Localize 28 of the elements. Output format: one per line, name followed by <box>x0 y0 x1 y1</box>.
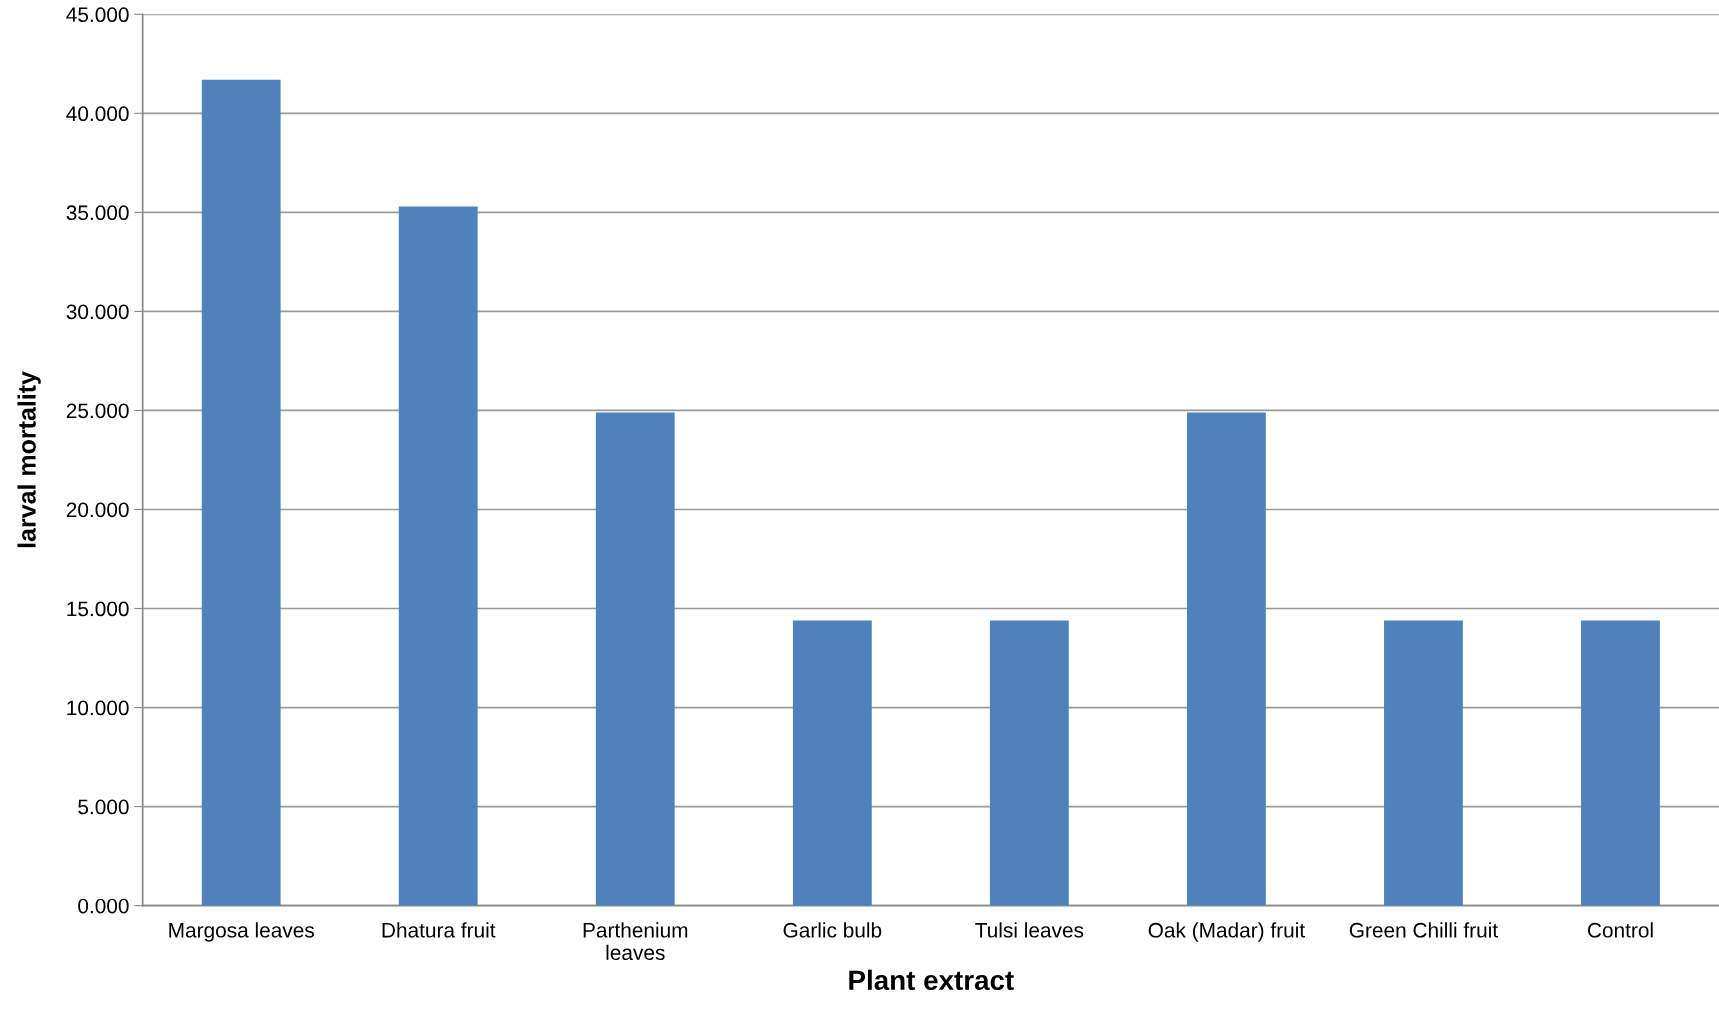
y-tick-label: 40.000 <box>66 106 129 122</box>
x-tick-label: Garlic bulb <box>783 922 882 938</box>
bar <box>595 412 675 906</box>
bar <box>398 206 478 906</box>
y-axis-title: larval mortality <box>17 371 41 548</box>
bar <box>1384 620 1463 906</box>
y-tick-label: 20.000 <box>66 502 129 518</box>
y-tick-label: 15.000 <box>67 601 129 617</box>
x-tick-label: Oak (Madar) fruit <box>1148 922 1305 942</box>
bar <box>989 620 1069 906</box>
y-tick-label: 0.000 <box>78 898 129 914</box>
x-tick-label: Dhatura fruit <box>382 922 496 938</box>
bar <box>201 79 281 906</box>
x-axis-title: Plant extract <box>849 969 1014 991</box>
x-tick-label: Margosa leaves <box>169 922 314 942</box>
y-tick-label: 10.000 <box>67 700 129 716</box>
y-tick-label: 45.000 <box>66 7 129 23</box>
x-tick-label: Tulsi leaves <box>975 922 1084 938</box>
bar <box>1186 412 1266 906</box>
y-tick-label: 25.000 <box>66 403 129 419</box>
y-tick-label: 35.000 <box>66 205 129 221</box>
bar <box>792 620 872 906</box>
bar <box>1581 620 1660 906</box>
x-tick-label: Parthenium leaves <box>583 922 688 961</box>
y-tick-label: 30.000 <box>66 304 129 320</box>
x-tick-label: Green Chilli fruit <box>1349 922 1498 938</box>
x-tick-label: Control <box>1587 922 1653 938</box>
y-tick-label: 5.000 <box>78 799 129 815</box>
